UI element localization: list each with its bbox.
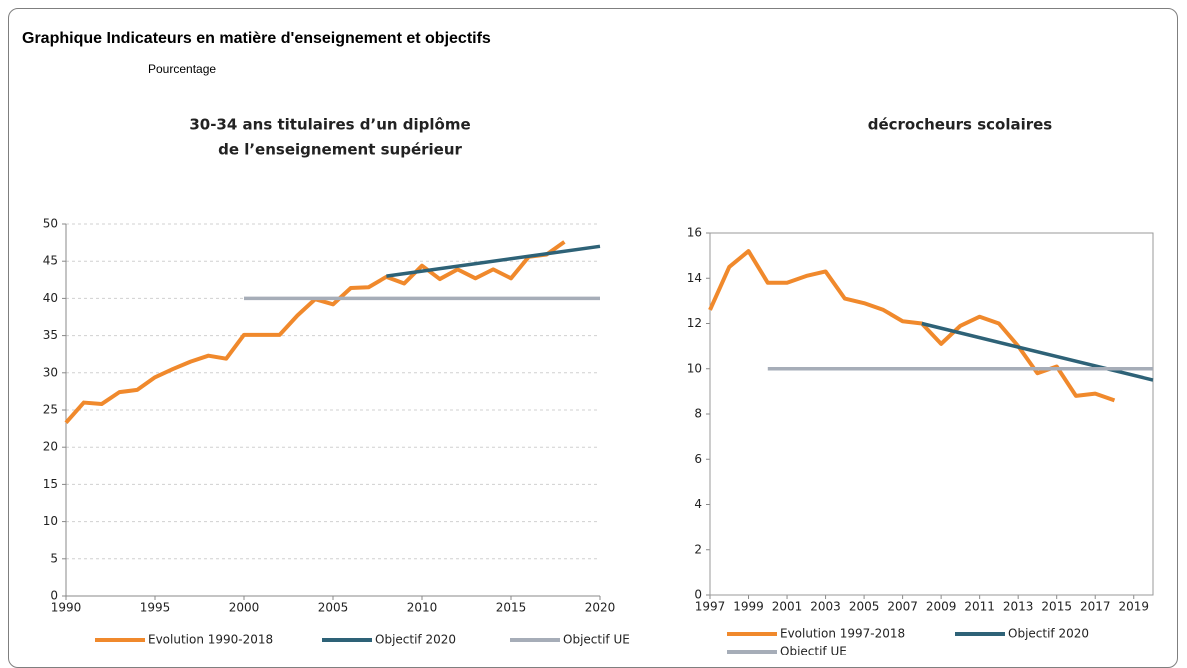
y-tick-label: 15 (43, 477, 58, 491)
legend-label: Objectif UE (780, 645, 847, 656)
x-tick-label: 2003 (810, 600, 841, 614)
x-tick-label: 2015 (1041, 600, 1072, 614)
x-tick-label: 2013 (1003, 600, 1034, 614)
chart-title: 30-34 ans titulaires d’un diplôme (189, 116, 470, 134)
x-tick-label: 2007 (887, 600, 918, 614)
series-line (708, 249, 1116, 403)
legend-label: Objectif UE (563, 633, 630, 647)
y-tick-label: 20 (43, 440, 58, 454)
series-line (386, 244, 601, 278)
series-line (921, 321, 1154, 382)
page-subtitle: Pourcentage (148, 62, 217, 76)
x-tick-label: 1995 (140, 601, 171, 615)
x-tick-label: 2001 (772, 600, 803, 614)
y-tick-label: 12 (687, 316, 702, 330)
x-tick-label: 2011 (964, 600, 995, 614)
plot-box (709, 232, 1154, 596)
y-tick-label: 8 (694, 407, 702, 421)
x-tick-label: 2005 (318, 601, 349, 615)
x-tick-label: 2020 (585, 601, 616, 615)
y-tick-label: 45 (43, 254, 58, 268)
y-tick-label: 35 (43, 328, 58, 342)
y-tick-label: 50 (43, 217, 58, 231)
x-tick-label: 2005 (849, 600, 880, 614)
y-tick-label: 0 (694, 588, 702, 602)
chart-title: de l’enseignement supérieur (218, 141, 462, 159)
y-tick-label: 16 (687, 226, 702, 240)
x-tick-label: 2019 (1118, 600, 1149, 614)
y-tick-label: 10 (687, 361, 702, 375)
x-tick-label: 1997 (695, 600, 726, 614)
y-tick-label: 0 (50, 589, 58, 603)
x-tick-label: 2009 (926, 600, 957, 614)
legend-label: Evolution 1990-2018 (148, 633, 273, 647)
series-line (64, 240, 566, 424)
y-tick-label: 40 (43, 291, 58, 305)
y-tick-label: 2 (694, 542, 702, 556)
legend-label: Evolution 1997-2018 (780, 627, 905, 641)
y-tick-label: 25 (43, 403, 58, 417)
y-tick-label: 10 (43, 514, 58, 528)
x-tick-label: 2010 (407, 601, 438, 615)
page-title: Graphique Indicateurs en matière d'ensei… (22, 30, 491, 47)
legend-label: Objectif 2020 (1008, 627, 1089, 641)
legend-label: Objectif 2020 (375, 633, 456, 647)
y-tick-label: 5 (50, 551, 58, 565)
y-tick-label: 4 (694, 497, 702, 511)
x-tick-label: 1999 (733, 600, 764, 614)
x-tick-label: 1990 (51, 601, 82, 615)
x-tick-label: 2015 (496, 601, 527, 615)
x-tick-label: 2000 (229, 601, 260, 615)
chart-title: décrocheurs scolaires (868, 116, 1053, 134)
x-tick-label: 2017 (1080, 600, 1111, 614)
y-tick-label: 6 (694, 452, 702, 466)
y-tick-label: 30 (43, 365, 58, 379)
y-tick-label: 14 (687, 271, 702, 285)
